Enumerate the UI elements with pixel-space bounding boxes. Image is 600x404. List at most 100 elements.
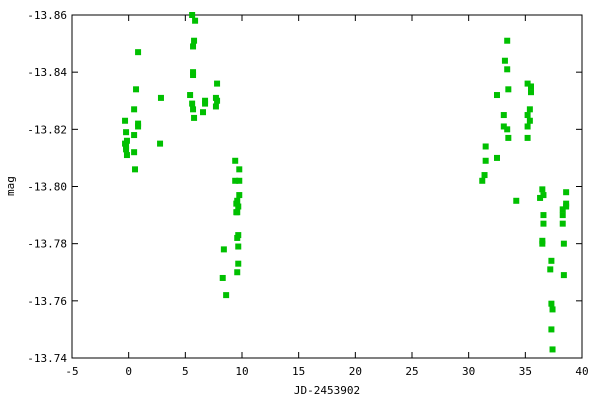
data-point [540, 192, 547, 199]
data-point [189, 12, 196, 18]
x-tick-label: 35 [519, 365, 532, 378]
x-tick-label: 10 [235, 365, 248, 378]
data-point [500, 112, 507, 119]
y-axis-label: mag [4, 176, 17, 196]
data-point [190, 72, 197, 79]
data-point [235, 260, 242, 267]
data-point [131, 106, 138, 113]
data-point [133, 86, 140, 93]
data-point [524, 112, 531, 119]
data-point [539, 186, 546, 193]
data-point [549, 346, 556, 353]
axis-ticks: -5 0 5 10 15 20 25 30 35 40 -13.86 -13.84 -13.82 -13.… [27, 9, 588, 378]
data-point [234, 269, 241, 276]
data-point [494, 154, 500, 161]
data-point [547, 266, 554, 273]
data-point [187, 92, 194, 99]
x-tick-label: 40 [575, 365, 588, 378]
data-point [528, 89, 534, 96]
y-tick-label: -13.82 [27, 123, 67, 136]
data-point [157, 140, 164, 147]
data-point [548, 257, 555, 264]
data-point [189, 100, 196, 107]
data-point [540, 220, 547, 227]
data-point [559, 212, 566, 219]
data-point [192, 17, 199, 24]
data-point [212, 103, 219, 110]
data-point [563, 189, 570, 196]
data-point [123, 129, 130, 136]
data-point [482, 143, 489, 150]
data-point [537, 194, 544, 201]
data-point [479, 177, 486, 184]
data-point [236, 192, 243, 199]
x-tick-label: 25 [405, 365, 418, 378]
data-point [232, 157, 239, 164]
data-point [235, 203, 242, 210]
y-tick-label: -13.78 [27, 238, 67, 251]
data-point [494, 92, 500, 99]
data-point [526, 106, 533, 113]
data-point [234, 209, 241, 216]
data-point [190, 43, 197, 50]
data-point [501, 57, 508, 64]
data-point [135, 49, 142, 56]
data-point [191, 114, 198, 121]
data-point [482, 157, 489, 164]
data-point [122, 117, 129, 124]
data-point [500, 123, 507, 130]
data-points [122, 12, 570, 353]
data-point [539, 240, 546, 247]
data-point [524, 134, 531, 141]
data-point [548, 326, 555, 333]
data-point [504, 37, 511, 44]
data-point [131, 132, 138, 139]
data-point [549, 306, 556, 313]
data-point [234, 234, 241, 241]
y-tick-label: -13.76 [27, 295, 67, 308]
data-point [235, 243, 242, 250]
data-point [505, 134, 512, 141]
data-point [513, 197, 520, 204]
data-point [504, 66, 511, 73]
data-point [504, 126, 511, 133]
data-point [559, 220, 566, 227]
x-tick-label: -5 [65, 365, 78, 378]
y-tick-label: -13.74 [27, 352, 67, 365]
data-point [505, 86, 512, 93]
data-point [540, 212, 547, 219]
data-point [135, 123, 142, 130]
data-point [528, 83, 534, 90]
data-point [232, 177, 239, 184]
x-tick-label: 5 [182, 365, 189, 378]
data-point [524, 80, 531, 87]
data-point [563, 203, 570, 210]
y-tick-label: -13.86 [27, 9, 67, 22]
data-point [190, 106, 197, 113]
data-point [219, 274, 226, 281]
y-tick-label: -13.84 [27, 66, 67, 79]
data-point [123, 146, 130, 153]
data-point [123, 152, 130, 159]
x-tick-label: 15 [292, 365, 305, 378]
data-point [526, 117, 533, 124]
data-point [191, 37, 198, 44]
data-point [131, 149, 138, 156]
data-point [200, 109, 207, 116]
y-tick-label: -13.80 [27, 181, 67, 194]
x-tick-label: 30 [462, 365, 475, 378]
data-point [560, 272, 567, 279]
data-point [236, 166, 243, 173]
x-tick-label: 20 [349, 365, 362, 378]
data-point [560, 240, 567, 247]
data-point [132, 166, 139, 173]
data-point [223, 292, 230, 299]
data-point [524, 123, 531, 130]
data-point [559, 206, 566, 213]
data-point [214, 80, 221, 87]
data-point [548, 300, 555, 307]
data-point [157, 94, 164, 101]
data-point [202, 100, 209, 107]
data-point [236, 177, 243, 184]
